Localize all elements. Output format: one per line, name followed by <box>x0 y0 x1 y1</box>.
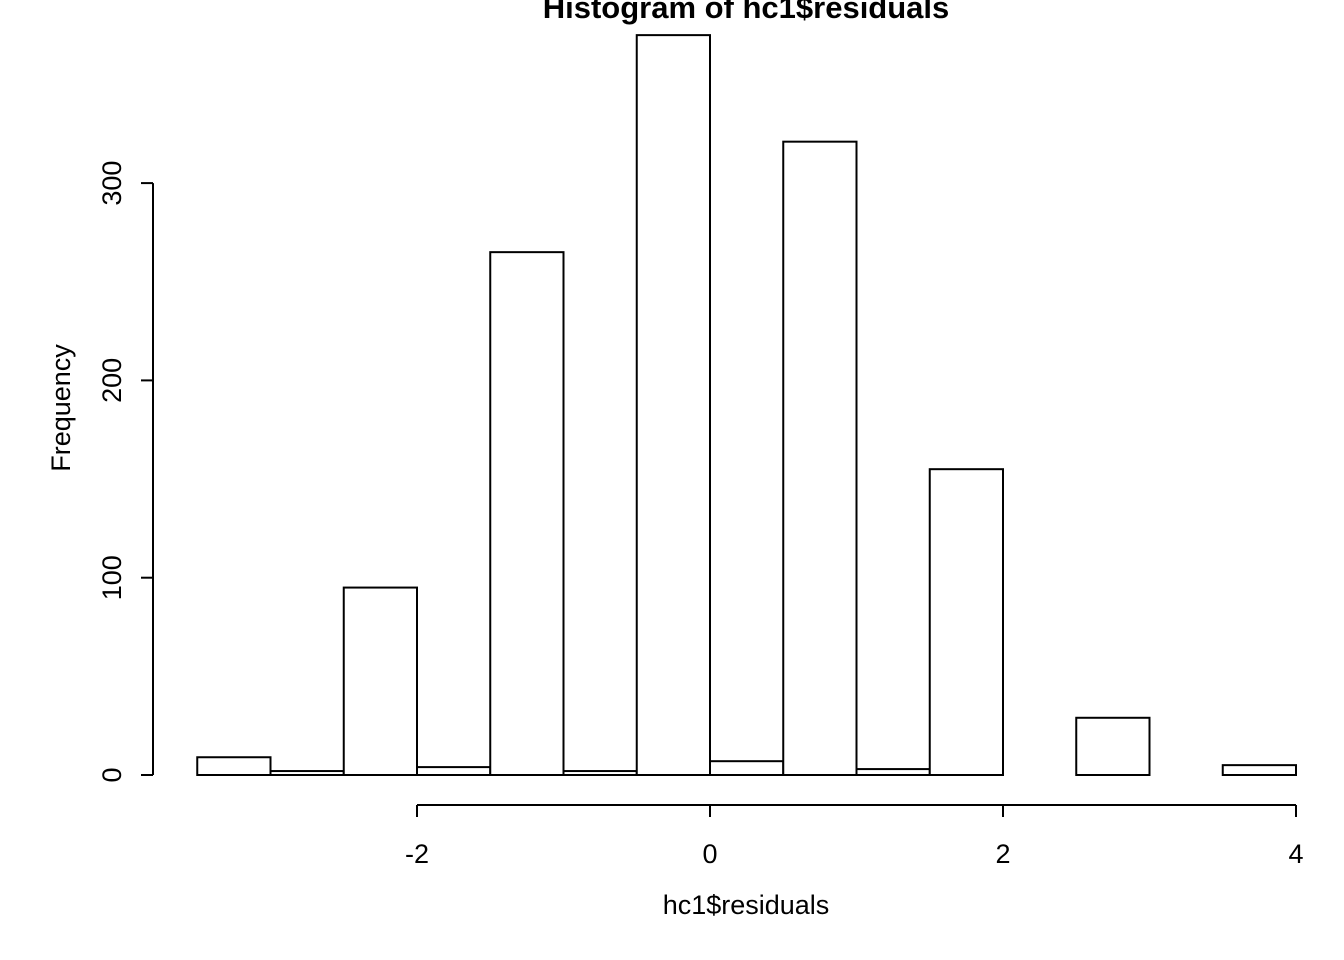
chart-title: Histogram of hc1$residuals <box>543 0 950 25</box>
x-axis-label: hc1$residuals <box>663 890 830 920</box>
histogram-bar-8 <box>782 140 858 777</box>
x-tick-label-2: 2 <box>995 839 1010 869</box>
histogram-bar-5 <box>562 770 638 777</box>
histogram-bar-1 <box>269 770 345 777</box>
x-tick-label-3: 4 <box>1288 839 1303 869</box>
y-tick-label-3: 300 <box>97 161 127 206</box>
histogram-bar-6 <box>635 34 711 776</box>
histogram-bar-7 <box>709 760 785 777</box>
y-tick-label-2: 200 <box>97 358 127 403</box>
y-axis-label: Frequency <box>46 344 76 472</box>
x-axis: -2 0 2 4 <box>405 804 1304 869</box>
y-axis: 0 100 200 300 <box>97 161 154 783</box>
x-tick-label-1: 0 <box>702 839 717 869</box>
y-tick-label-0: 0 <box>97 767 127 782</box>
x-tick-label-0: -2 <box>405 839 429 869</box>
bars-group <box>196 34 1297 777</box>
histogram-bar-4 <box>489 251 565 776</box>
histogram-bar-10 <box>928 468 1004 776</box>
histogram-bar-9 <box>855 768 931 776</box>
histogram-bar-12 <box>1075 716 1151 777</box>
histogram-bar-2 <box>342 586 418 776</box>
histogram-bar-14 <box>1221 764 1297 777</box>
histogram-bar-0 <box>196 756 272 776</box>
y-tick-label-1: 100 <box>97 555 127 600</box>
histogram-bar-3 <box>416 766 492 776</box>
